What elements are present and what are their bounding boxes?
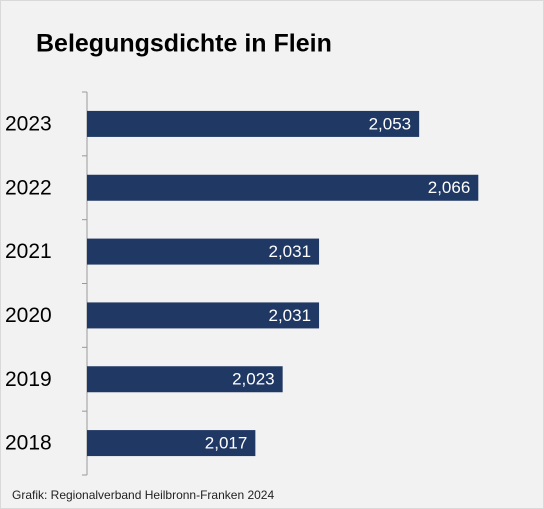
y-tick-label: 2018 <box>5 432 52 455</box>
bar <box>87 110 420 137</box>
bar <box>87 238 320 265</box>
bar <box>87 366 283 393</box>
y-tick-label: 2022 <box>5 176 52 199</box>
y-tick-label: 2023 <box>5 112 52 135</box>
bar <box>87 174 479 201</box>
y-tick-label: 2019 <box>5 368 52 391</box>
value-label: 2,017 <box>205 434 248 453</box>
chart-title: Belegungsdichte in Flein <box>36 30 332 58</box>
source-note: Grafik: Regionalverband Heilbronn-Franke… <box>12 488 274 502</box>
bar <box>87 302 320 329</box>
value-label: 2,053 <box>369 114 412 133</box>
bar <box>87 430 256 457</box>
value-label: 2,031 <box>269 242 312 261</box>
value-label: 2,066 <box>428 178 471 197</box>
value-label: 2,031 <box>269 306 312 325</box>
value-label: 2,023 <box>232 370 275 389</box>
y-tick-label: 2020 <box>5 304 52 327</box>
y-tick-label: 2021 <box>5 240 52 263</box>
